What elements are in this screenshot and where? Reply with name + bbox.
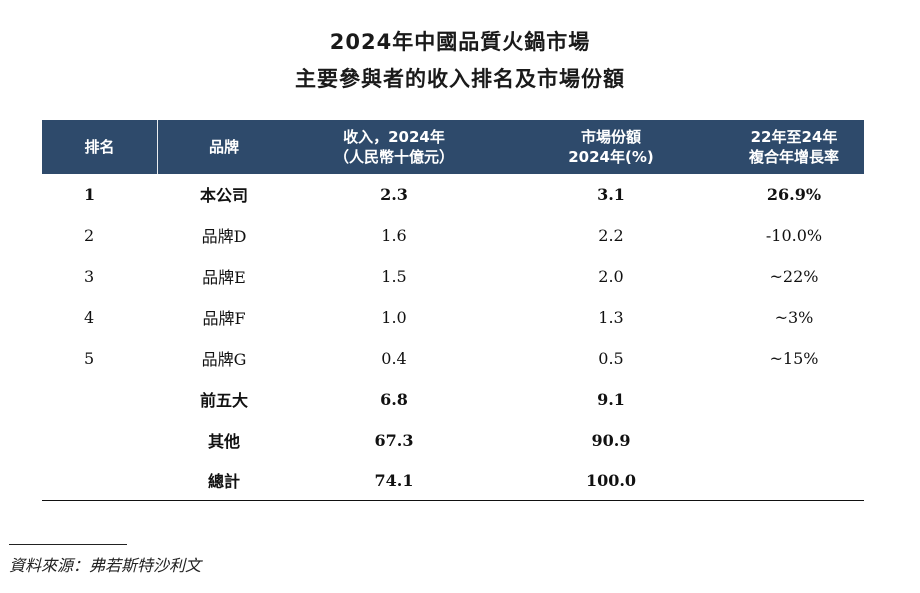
cagr-cell: ~15% <box>769 348 819 368</box>
revenue-cell: 6.8 <box>380 389 408 409</box>
brand-cell: 本公司 <box>199 186 248 205</box>
brand-cell: 前五大 <box>199 391 248 410</box>
cagr-cell <box>724 379 864 419</box>
table-row: 5 品牌G 0.4 0.5 ~15% <box>42 338 864 378</box>
table-row: 2 品牌D 1.6 2.2 -10.0% <box>42 215 864 255</box>
cagr-cell: 26.9% <box>766 184 822 204</box>
cagr-cell <box>724 460 864 500</box>
table-row: 其他 67.3 90.9 <box>42 420 864 460</box>
table-row: 總計 74.1 100.0 <box>42 460 864 500</box>
header-brand: 品牌 <box>158 120 290 174</box>
rank-cell: 1 <box>84 184 96 204</box>
cagr-cell: ~3% <box>774 307 814 327</box>
header-rank-label: 排名 <box>84 138 115 156</box>
header-revenue-line1: 收入，2024年 <box>343 128 445 146</box>
header-share: 市場份額 2024年(%) <box>498 120 724 174</box>
header-cagr-line2: 複合年增長率 <box>748 148 839 166</box>
brand-cell: 品牌G <box>201 350 247 369</box>
title-line-2: 主要參與者的收入排名及市場份額 <box>295 67 625 91</box>
revenue-cell: 1.5 <box>381 266 407 286</box>
revenue-cell: 1.0 <box>381 307 407 327</box>
brand-cell: 其他 <box>207 432 240 451</box>
share-cell: 2.0 <box>598 266 624 286</box>
share-cell: 9.1 <box>597 389 625 409</box>
revenue-cell: 2.3 <box>380 184 408 204</box>
header-share-line2: 2024年(%) <box>568 148 654 166</box>
table-row: 前五大 6.8 9.1 <box>42 379 864 419</box>
rank-cell: 5 <box>84 348 95 368</box>
table-row: 1 本公司 2.3 3.1 26.9% <box>42 174 864 214</box>
header-share-line1: 市場份額 <box>580 128 641 146</box>
revenue-cell: 67.3 <box>374 430 414 450</box>
header-revenue: 收入，2024年 （人民幣十億元） <box>290 120 498 174</box>
cagr-cell: ~22% <box>769 266 819 286</box>
share-cell: 1.3 <box>598 307 624 327</box>
revenue-cell: 1.6 <box>381 225 407 245</box>
cagr-cell: -10.0% <box>765 225 823 245</box>
footnote-rule <box>9 544 127 545</box>
title-line-1: 2024年中國品質火鍋市場 <box>329 30 591 54</box>
table-row: 3 品牌E 1.5 2.0 ~22% <box>42 256 864 296</box>
header-rank: 排名 <box>42 120 157 174</box>
share-cell: 100.0 <box>585 470 637 490</box>
rank-cell: 2 <box>84 225 95 245</box>
revenue-cell: 74.1 <box>374 470 414 490</box>
share-cell: 0.5 <box>598 348 624 368</box>
cagr-cell <box>724 420 864 460</box>
header-cagr-line1: 22年至24年 <box>750 128 838 146</box>
rank-cell <box>42 460 157 500</box>
header-cagr: 22年至24年 複合年增長率 <box>724 120 864 174</box>
revenue-cell: 0.4 <box>381 348 407 368</box>
source-note: 資料來源：弗若斯特沙利文 <box>9 556 202 575</box>
rank-cell: 4 <box>84 307 95 327</box>
brand-cell: 品牌D <box>201 227 247 246</box>
table-header: 排名 品牌 收入，2024年 （人民幣十億元） 市場份額 2024年(%) 22… <box>42 120 864 174</box>
brand-cell: 品牌E <box>202 268 246 287</box>
table-row: 4 品牌F 1.0 1.3 ~3% <box>42 297 864 337</box>
brand-cell: 總計 <box>207 472 240 491</box>
rank-cell: 3 <box>84 266 95 286</box>
rank-cell <box>42 379 157 419</box>
share-cell: 3.1 <box>597 184 625 204</box>
rank-cell <box>42 420 157 460</box>
header-brand-label: 品牌 <box>208 138 239 156</box>
header-divider <box>157 120 158 174</box>
table-bottom-rule <box>42 500 864 501</box>
share-cell: 90.9 <box>591 430 631 450</box>
brand-cell: 品牌F <box>202 309 246 328</box>
header-revenue-line2: （人民幣十億元） <box>333 148 454 166</box>
share-cell: 2.2 <box>598 225 624 245</box>
